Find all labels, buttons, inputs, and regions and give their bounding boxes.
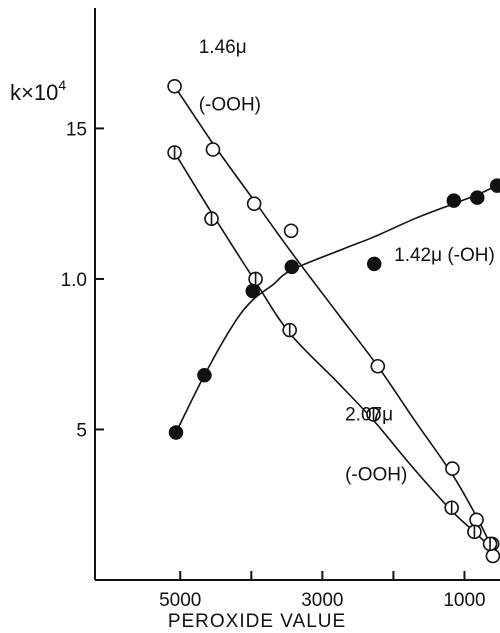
fit-lines: [173, 85, 498, 548]
filled-circle-point: [197, 368, 212, 383]
half-circle-point: [482, 536, 498, 552]
filled-circle-point: [284, 259, 300, 275]
y-axis-label-base: k×10: [10, 80, 58, 105]
y-axis-label-exponent: 4: [58, 77, 66, 93]
series-3-fit-line: [175, 184, 498, 433]
filled-circle-point: [446, 193, 462, 208]
y-ticks: 5 1.0 15: [61, 119, 104, 441]
x-axis-label: PEROXIDE VALUE: [168, 611, 346, 632]
y-tick-label: 5: [76, 420, 87, 441]
filled-circle-point: [470, 190, 485, 205]
half-circle-point: [248, 271, 263, 287]
open-circle-point: [205, 142, 221, 157]
half-circle-point: [282, 322, 297, 338]
x-ticks: 5000 3000 1000: [159, 571, 486, 611]
half-circle-point: [467, 524, 482, 540]
x-tick-label: 5000: [159, 590, 201, 611]
series-annotation: 1.46μ: [199, 37, 247, 58]
filled-circle-point: [168, 425, 184, 440]
open-circle-point: [246, 196, 262, 211]
open-circle-point: [283, 223, 299, 239]
open-circle-point: [445, 461, 460, 476]
half-circle-point: [167, 145, 182, 160]
series-1-fit-line: [173, 85, 493, 548]
annotations: 1.46μ (-OOH) 2.07μ (-OOH) 1.42μ (-OH): [199, 37, 495, 485]
open-circle-point: [370, 358, 386, 374]
half-circle-point: [366, 407, 381, 422]
half-circle-point: [204, 211, 219, 227]
series-annotation: 2.07μ: [345, 404, 393, 425]
filled-circle-point: [366, 256, 382, 272]
y-tick-label: 15: [66, 119, 87, 140]
series-annotation: (-OOH): [199, 94, 261, 115]
series-2-fit-line: [173, 152, 491, 548]
y-axis-label: k×104: [10, 77, 66, 105]
filled-circle-point: [489, 178, 500, 193]
series-annotation: 1.42μ (-OH): [394, 245, 495, 266]
axes: [94, 8, 500, 581]
series-annotation: (-OOH): [345, 465, 407, 486]
open-circle-point: [485, 548, 500, 564]
x-tick-label: 3000: [301, 590, 343, 611]
data-points: [167, 78, 500, 564]
y-tick-label: 1.0: [61, 270, 87, 291]
half-circle-point: [444, 500, 459, 516]
open-circle-point: [167, 78, 182, 94]
x-tick-label: 1000: [443, 590, 485, 611]
filled-circle-point: [245, 283, 260, 299]
open-circle-point: [469, 512, 484, 528]
